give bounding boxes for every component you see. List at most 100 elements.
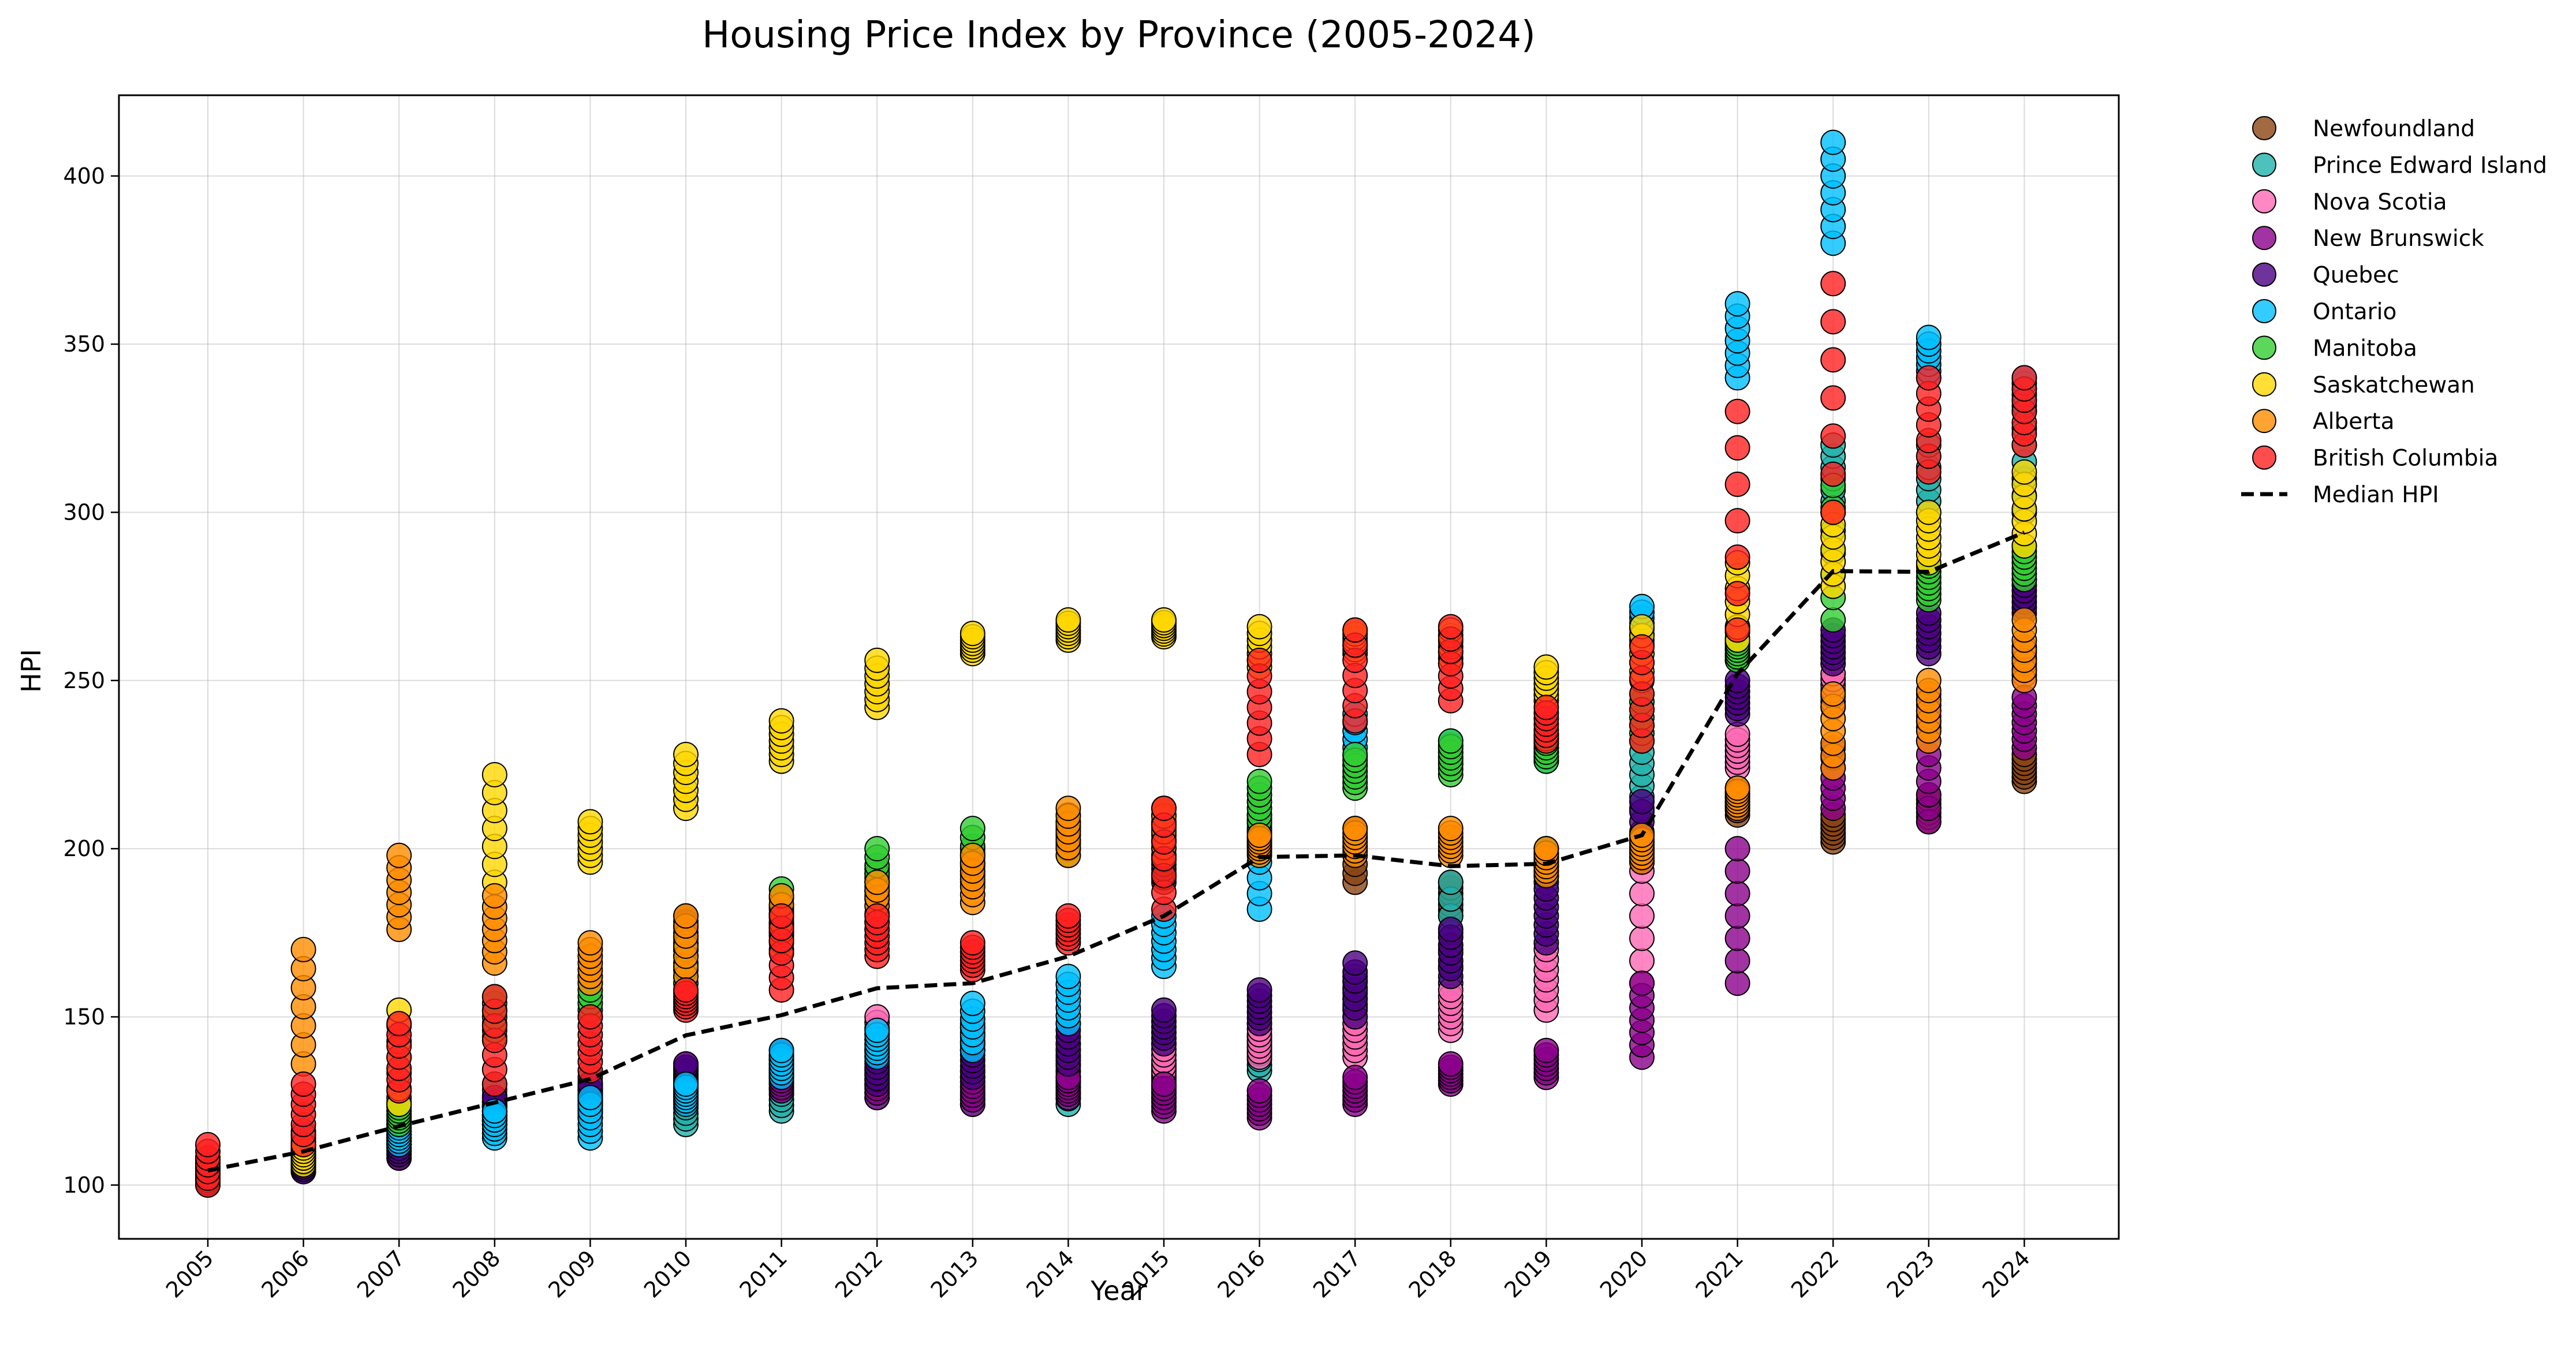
- data-points: [195, 129, 2037, 1198]
- series-alberta: [195, 607, 2037, 1185]
- x-tick-label: 2005: [161, 1245, 219, 1303]
- data-point: [1438, 728, 1464, 754]
- data-point: [1055, 963, 1081, 989]
- data-point: [1151, 1071, 1177, 1097]
- legend-marker: [2252, 335, 2276, 360]
- data-point: [195, 1131, 221, 1157]
- data-point: [960, 816, 985, 842]
- data-point: [864, 836, 890, 862]
- chart-title: Housing Price Index by Province (2005-20…: [702, 14, 1536, 57]
- x-tick-label: 2008: [448, 1245, 506, 1303]
- series-british-columbia: [195, 271, 2037, 1198]
- y-tick-label: 150: [63, 1004, 105, 1029]
- y-axis-label: HPI: [16, 649, 47, 693]
- legend: Newfoundland Prince Edward Island Nova Sco…: [2241, 116, 2547, 508]
- data-point: [673, 977, 699, 1003]
- data-point: [1724, 903, 1750, 929]
- data-point: [1629, 903, 1655, 929]
- x-tick-label: 2022: [1786, 1245, 1844, 1303]
- data-point: [1055, 903, 1081, 929]
- x-tick-label: 2016: [1212, 1245, 1270, 1303]
- data-point: [1820, 385, 1846, 411]
- data-point: [960, 842, 985, 868]
- data-point: [1533, 1037, 1559, 1063]
- data-point: [960, 930, 985, 956]
- data-point: [1055, 795, 1081, 821]
- x-tick-label: 2009: [543, 1245, 601, 1303]
- data-point: [1820, 607, 1846, 633]
- data-point: [1342, 816, 1368, 842]
- series-ontario: [195, 129, 2037, 1188]
- data-point: [577, 1004, 603, 1030]
- data-point: [1629, 634, 1655, 660]
- x-tick-label: 2006: [256, 1245, 314, 1303]
- data-point: [1916, 324, 1942, 350]
- data-point: [1246, 614, 1272, 640]
- data-point: [1916, 365, 1942, 391]
- x-tick-label: 2007: [352, 1245, 410, 1303]
- data-point: [2011, 365, 2037, 391]
- data-point: [386, 1011, 412, 1037]
- data-point: [1820, 499, 1846, 525]
- data-point: [768, 708, 794, 734]
- x-tick-label: 2018: [1404, 1245, 1462, 1303]
- series-saskatchewan: [195, 459, 2037, 1185]
- x-tick-label: 2013: [926, 1245, 984, 1303]
- data-point: [1724, 471, 1750, 497]
- data-point: [1629, 970, 1655, 996]
- data-point: [1820, 347, 1846, 373]
- data-point: [1724, 398, 1750, 424]
- data-point: [577, 809, 603, 835]
- data-point: [1724, 836, 1750, 862]
- y-tick-label: 100: [63, 1172, 105, 1198]
- x-tick-label: 2021: [1690, 1245, 1748, 1303]
- gridlines: [119, 95, 2119, 1239]
- data-point: [1724, 508, 1750, 534]
- series-manitoba: [195, 472, 2037, 1188]
- data-point: [960, 991, 985, 1017]
- legend-marker: [2252, 372, 2276, 397]
- series-newfoundland: [195, 741, 2037, 1198]
- legend-label: Prince Edward Island: [2313, 152, 2547, 178]
- data-point: [1533, 694, 1559, 720]
- y-axis-ticks: 100 150 200 250 300 350 400: [63, 163, 119, 1198]
- data-point: [577, 930, 603, 956]
- data-point: [481, 984, 507, 1010]
- data-point: [673, 741, 699, 767]
- legend-marker: [2252, 226, 2276, 251]
- data-point: [1724, 435, 1750, 461]
- data-point: [1246, 768, 1272, 794]
- data-point: [1151, 607, 1177, 633]
- data-point: [1724, 858, 1750, 884]
- legend-marker: [2252, 262, 2276, 287]
- data-point: [1438, 614, 1464, 640]
- y-tick-label: 350: [63, 331, 105, 357]
- data-point: [1438, 1051, 1464, 1077]
- legend-label: Quebec: [2313, 263, 2399, 289]
- data-point: [1820, 129, 1846, 155]
- y-tick-label: 200: [63, 836, 105, 861]
- data-point: [1724, 617, 1750, 643]
- data-point: [577, 1085, 603, 1111]
- data-point: [1629, 789, 1655, 815]
- data-point: [864, 1017, 890, 1043]
- data-point: [768, 903, 794, 929]
- data-point: [1916, 667, 1942, 693]
- data-point: [1629, 880, 1655, 906]
- data-point: [1820, 271, 1846, 297]
- series-quebec: [195, 567, 2037, 1188]
- series-prince-edward-island: [195, 398, 2037, 1192]
- data-point: [768, 1037, 794, 1063]
- data-point: [1820, 309, 1846, 335]
- legend-marker: [2252, 116, 2276, 140]
- data-point: [481, 761, 507, 787]
- data-point: [1342, 1065, 1368, 1090]
- x-tick-label: 2010: [639, 1245, 697, 1303]
- data-point: [290, 936, 316, 962]
- data-point: [673, 903, 699, 929]
- y-tick-label: 300: [63, 499, 105, 525]
- legend-label: Nova Scotia: [2313, 189, 2447, 215]
- data-point: [1342, 617, 1368, 643]
- x-tick-label: 2023: [1882, 1245, 1940, 1303]
